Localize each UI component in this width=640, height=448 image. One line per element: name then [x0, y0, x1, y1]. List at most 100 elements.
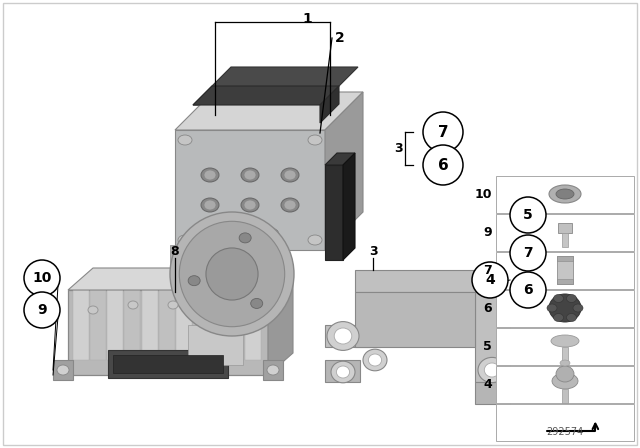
Bar	[193, 290, 209, 360]
Ellipse shape	[264, 230, 276, 240]
Ellipse shape	[484, 363, 500, 377]
Bar	[170, 245, 220, 275]
Bar	[496, 290, 634, 327]
Bar	[107, 290, 123, 360]
Ellipse shape	[239, 233, 251, 243]
Bar	[557, 279, 573, 284]
Ellipse shape	[201, 198, 219, 212]
Bar	[475, 292, 510, 382]
Text: 292574: 292574	[547, 427, 584, 437]
Ellipse shape	[554, 294, 563, 302]
Ellipse shape	[281, 198, 299, 212]
Ellipse shape	[88, 306, 98, 314]
Polygon shape	[68, 268, 293, 290]
Ellipse shape	[566, 314, 577, 322]
Text: 10: 10	[32, 271, 52, 285]
Bar	[496, 404, 634, 441]
Circle shape	[510, 272, 546, 308]
Text: 4: 4	[485, 273, 495, 287]
Ellipse shape	[331, 361, 355, 383]
Ellipse shape	[556, 189, 574, 199]
Ellipse shape	[551, 335, 579, 347]
Bar	[557, 256, 573, 261]
Ellipse shape	[327, 322, 359, 350]
Text: 3: 3	[394, 142, 403, 155]
Ellipse shape	[244, 170, 256, 180]
Ellipse shape	[170, 212, 294, 336]
Text: 1: 1	[302, 12, 312, 26]
Ellipse shape	[178, 235, 192, 245]
Ellipse shape	[221, 228, 239, 242]
Bar	[325, 325, 380, 347]
Ellipse shape	[244, 200, 256, 210]
Ellipse shape	[369, 354, 381, 366]
Bar	[188, 325, 243, 365]
Polygon shape	[325, 165, 343, 260]
Polygon shape	[263, 360, 283, 380]
Ellipse shape	[224, 230, 236, 240]
Circle shape	[423, 145, 463, 185]
Circle shape	[510, 235, 546, 271]
Polygon shape	[343, 153, 355, 260]
Circle shape	[24, 292, 60, 328]
Bar	[355, 292, 475, 347]
Bar	[211, 290, 227, 360]
Text: 5: 5	[483, 340, 492, 353]
Ellipse shape	[178, 135, 192, 145]
Bar	[496, 176, 634, 213]
Bar	[557, 256, 573, 284]
Ellipse shape	[363, 349, 387, 371]
Text: 5: 5	[523, 208, 533, 222]
Bar	[496, 214, 634, 251]
Bar	[496, 252, 634, 289]
Bar	[159, 290, 175, 360]
Ellipse shape	[238, 306, 248, 314]
Bar	[113, 355, 223, 373]
Ellipse shape	[168, 301, 178, 309]
Ellipse shape	[208, 301, 218, 309]
Circle shape	[24, 260, 60, 296]
Ellipse shape	[204, 170, 216, 180]
Ellipse shape	[547, 304, 557, 312]
Text: 6: 6	[523, 283, 533, 297]
Text: 2: 2	[335, 31, 345, 45]
Bar	[496, 328, 634, 365]
Ellipse shape	[549, 294, 581, 322]
Bar	[475, 382, 510, 404]
Polygon shape	[175, 92, 363, 130]
Polygon shape	[325, 153, 355, 165]
Bar	[228, 290, 244, 360]
Circle shape	[510, 197, 546, 233]
Circle shape	[423, 112, 463, 152]
Ellipse shape	[281, 168, 299, 182]
Text: 7: 7	[438, 125, 448, 139]
Text: 3: 3	[369, 245, 378, 258]
Bar	[355, 270, 510, 292]
Polygon shape	[193, 86, 339, 105]
Ellipse shape	[201, 168, 219, 182]
Bar	[496, 366, 634, 403]
Text: 6: 6	[483, 302, 492, 314]
Text: 7: 7	[483, 263, 492, 276]
Text: 6: 6	[438, 158, 449, 172]
Text: 10: 10	[474, 188, 492, 201]
Ellipse shape	[560, 360, 570, 366]
Text: 8: 8	[171, 245, 179, 258]
Ellipse shape	[337, 366, 349, 378]
Bar	[73, 290, 89, 360]
Ellipse shape	[554, 314, 563, 322]
Ellipse shape	[204, 200, 216, 210]
Bar	[90, 290, 106, 360]
Polygon shape	[175, 130, 325, 250]
Ellipse shape	[484, 273, 500, 287]
Ellipse shape	[573, 304, 583, 312]
Ellipse shape	[251, 298, 262, 308]
Ellipse shape	[308, 235, 322, 245]
Ellipse shape	[188, 276, 200, 286]
Bar	[562, 389, 568, 403]
Ellipse shape	[261, 228, 279, 242]
Ellipse shape	[566, 294, 577, 302]
Polygon shape	[320, 86, 339, 123]
Polygon shape	[325, 92, 363, 250]
Ellipse shape	[57, 365, 69, 375]
